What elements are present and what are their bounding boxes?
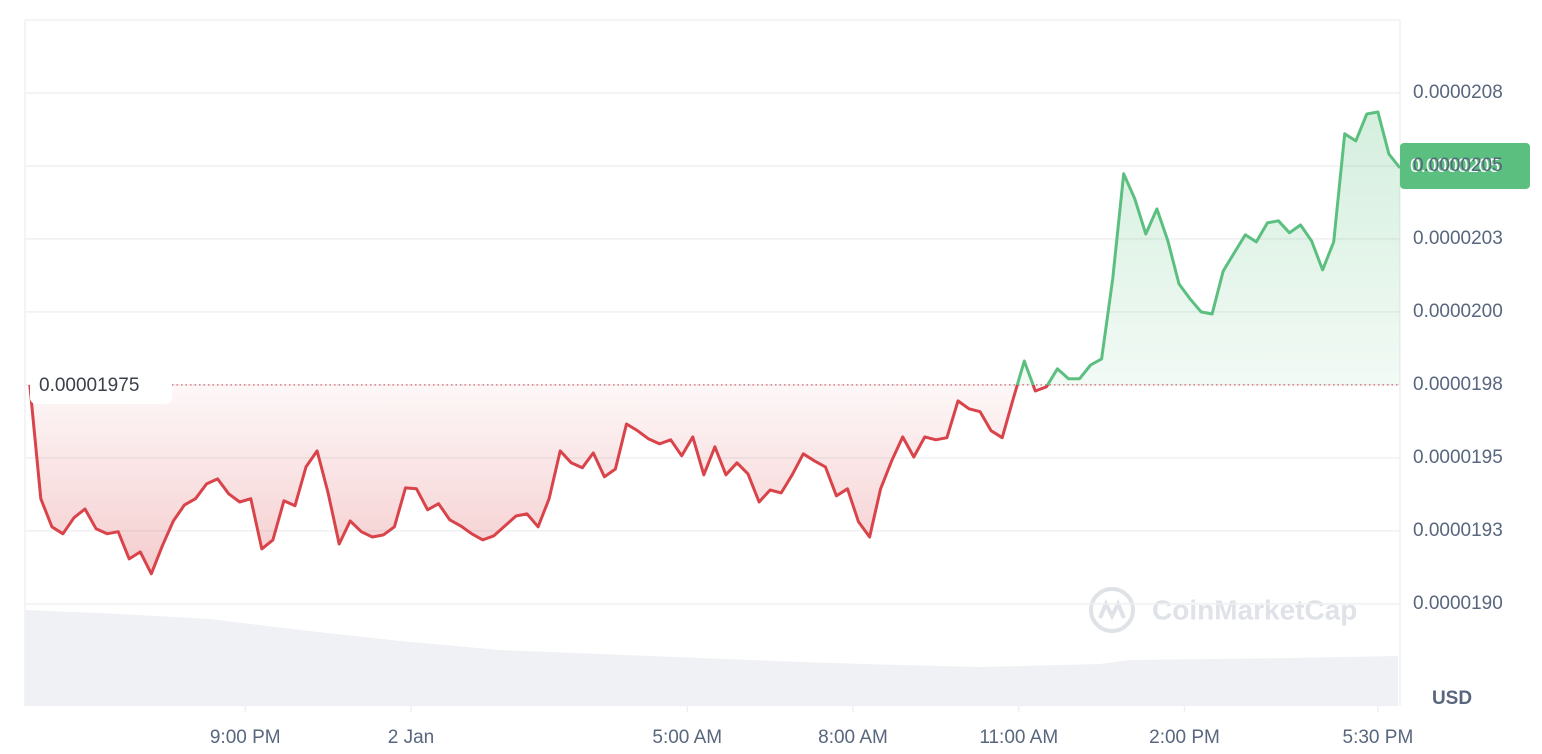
volume-area <box>25 610 1398 706</box>
price-line <box>28 110 1402 576</box>
y-tick-label: 0.0000195 <box>1413 447 1503 468</box>
watermark: CoinMarketCap <box>1152 594 1357 625</box>
baseline-label-box <box>30 365 172 404</box>
baseline-label: 0.00001975 <box>39 375 139 396</box>
y-tick-label: 0.0000198 <box>1413 374 1503 395</box>
y-tick-label: 0.0000200 <box>1413 301 1503 322</box>
y-tick-label: 0.0000193 <box>1413 520 1503 541</box>
labels: 0.0000208 0.0000205 0.0000203 0.0000200 0.00… <box>210 82 1503 748</box>
x-tick-label: 2:00 PM <box>1149 727 1220 748</box>
watermark-logo <box>1089 587 1135 633</box>
x-tick-label: 8:00 AM <box>818 727 888 748</box>
x-tick-label: 5:00 AM <box>652 727 722 748</box>
x-tick-label: 2 Jan <box>388 727 434 748</box>
x-tick-label: 5:30 PM <box>1343 727 1414 748</box>
area-fill <box>29 112 1400 574</box>
y-tick-label: 0.0000208 <box>1413 82 1503 103</box>
x-tick-label: 11:00 AM <box>979 727 1058 748</box>
price-tag-box <box>1400 142 1530 189</box>
y-tick-label: 0.0000190 <box>1413 593 1503 614</box>
x-tick-label: 9:00 PM <box>210 727 281 748</box>
y-tick-label: 0.0000203 <box>1413 228 1503 249</box>
price-tag: 0.0000205 <box>1410 156 1500 177</box>
y-unit: USD <box>1432 688 1472 709</box>
y-tick-label: 0.0000205 <box>1413 155 1503 176</box>
plot: 0.00001975 0.0000205 <box>28 110 1530 576</box>
